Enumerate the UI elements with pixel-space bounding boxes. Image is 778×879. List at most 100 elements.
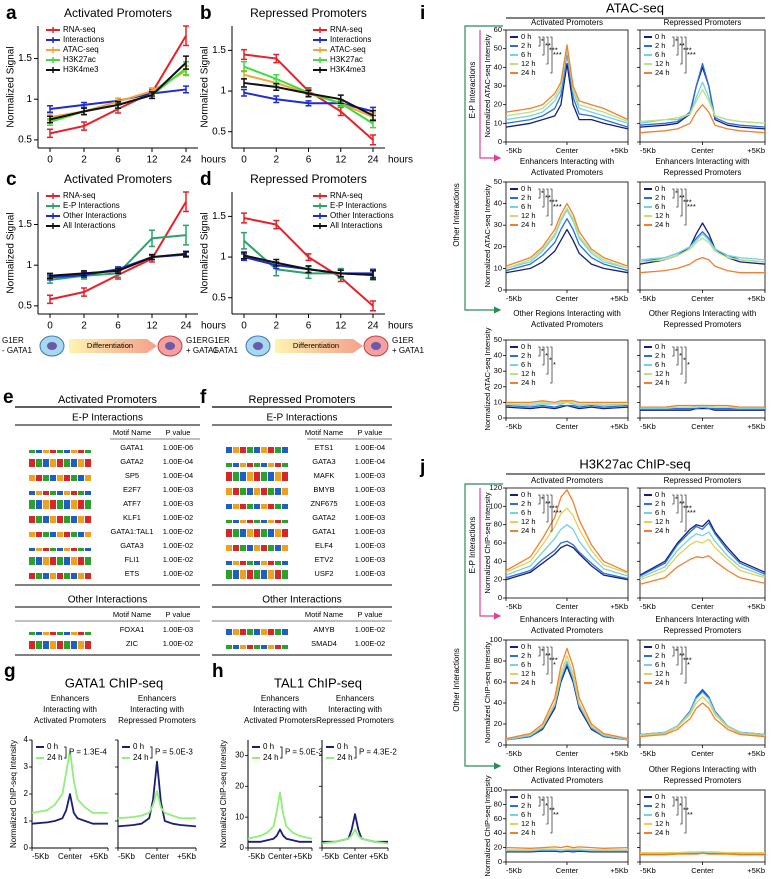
- motif-logo: [43, 573, 49, 579]
- profile-line: [505, 524, 629, 577]
- legend-label: 6 h: [521, 202, 531, 211]
- profile-line: [639, 531, 766, 579]
- legend-label: 24 h: [521, 526, 536, 535]
- table-cell: GATA3: [312, 457, 335, 466]
- sig-bracket: [684, 796, 687, 834]
- motif-logo: [43, 548, 49, 551]
- motif-logo: [29, 557, 35, 565]
- chart-title: Repressed Promoters: [250, 172, 367, 186]
- motif-logo: [50, 632, 56, 635]
- profile-line: [639, 66, 766, 130]
- sig-label: *: [541, 346, 544, 355]
- motif-logo: [36, 641, 42, 649]
- sig-label: *: [545, 351, 548, 360]
- motif-logo: [240, 447, 246, 453]
- motif-logo: [43, 641, 49, 649]
- x-tick-label: 2: [273, 321, 279, 332]
- sig-label: ***: [549, 197, 558, 206]
- motif-logo: [268, 561, 274, 565]
- sig-bracket: [550, 346, 553, 384]
- motif-logo: [233, 488, 239, 495]
- sig-bracket: [538, 346, 541, 357]
- profile-line: [505, 228, 629, 274]
- motif-logo: [247, 463, 253, 467]
- subplot-title: Other Regions Interacting with: [649, 309, 757, 318]
- x-tick-label: -5Kb: [640, 422, 656, 431]
- x-tick-label: +5Kb: [747, 602, 765, 611]
- x-tick-label: -5Kb: [248, 852, 265, 861]
- motif-logo: [64, 573, 70, 579]
- sig-label: ***: [687, 50, 696, 59]
- motif-logo: [78, 475, 84, 481]
- x-tick-label: 24: [180, 155, 192, 166]
- motif-logo: [43, 532, 49, 537]
- motif-logo: [233, 520, 239, 523]
- motif-logo: [254, 463, 260, 467]
- legend-label: 12 h: [521, 211, 536, 220]
- motif-logo: [71, 573, 77, 579]
- motif-logo: [71, 557, 77, 565]
- sig-label: ***: [553, 202, 562, 211]
- subplot-title: Activated Promoters: [531, 168, 603, 177]
- x-tick-label: Center: [268, 852, 292, 861]
- p-bracket: [150, 746, 153, 759]
- motif-logo: [57, 573, 63, 579]
- motif-logo: [29, 573, 35, 579]
- motif-logo: [226, 447, 232, 453]
- motif-logo: [85, 450, 91, 453]
- table-cell: SP5: [125, 471, 139, 480]
- motif-logo: [247, 529, 253, 537]
- legend-label: 0 h: [521, 490, 531, 499]
- y-tick-label: 100: [489, 635, 502, 644]
- subplot-title: Enhancers: [51, 694, 89, 703]
- legend-label: 0 h: [655, 342, 665, 351]
- p-value: P = 4.3E-2: [359, 748, 397, 757]
- legend-label: 24 h: [655, 220, 670, 229]
- motif-logo: [64, 500, 70, 509]
- y-tick-label: 1.5: [18, 219, 32, 230]
- sig-bracket: [550, 188, 553, 226]
- sig-bracket: [680, 36, 683, 65]
- x-tick-label: +5Kb: [293, 852, 312, 861]
- y-tick-label: 0: [498, 593, 502, 602]
- column-header: P value: [358, 428, 383, 437]
- legend-label: 2 h: [655, 193, 665, 202]
- motif-logo: [43, 632, 49, 635]
- panel-label: j: [419, 457, 425, 478]
- table-cell: 1.00E-02: [355, 639, 385, 648]
- profile-line: [640, 851, 765, 854]
- table-cell: 1.00E-03: [355, 527, 385, 536]
- y-tick-label: 30: [235, 751, 244, 760]
- motif-logo: [261, 447, 267, 453]
- y-tick-label: 80: [494, 520, 502, 529]
- error-bar: [183, 250, 189, 258]
- error-bar: [241, 212, 247, 224]
- motif-logo: [29, 450, 35, 453]
- sig-bracket: [672, 796, 675, 807]
- subplot-title: Activated Promoters: [531, 776, 603, 785]
- sig-bracket: [538, 646, 541, 657]
- motif-logo: [64, 459, 70, 467]
- subplot-title: Repressed Promoters: [118, 716, 196, 725]
- motif-logo: [50, 557, 56, 565]
- sig-bracket: [550, 36, 553, 74]
- sig-label: *: [549, 355, 552, 364]
- motif-logo: [78, 548, 84, 551]
- x-tick-label: -5Kb: [32, 852, 49, 861]
- table-cell: GATA1: [312, 527, 335, 536]
- y-tick-label: 20: [494, 843, 502, 852]
- sig-bracket: [538, 494, 541, 505]
- x-tick-label: +5Kb: [89, 852, 108, 861]
- motif-logo: [43, 475, 49, 481]
- motif-logo: [50, 475, 56, 481]
- profile-line: [506, 849, 628, 852]
- motif-logo: [57, 475, 63, 481]
- legend-label: 0 h: [521, 792, 531, 801]
- panel-title: TAL1 ChIP-seq: [274, 675, 362, 690]
- legend-label: 0 h: [337, 742, 348, 751]
- sig-label: *: [541, 494, 544, 503]
- y-tick-label: 1: [26, 94, 32, 105]
- table-cell: 1.00E-03: [163, 485, 193, 494]
- p-bracket: [64, 746, 67, 759]
- legend-label: 6 h: [521, 360, 531, 369]
